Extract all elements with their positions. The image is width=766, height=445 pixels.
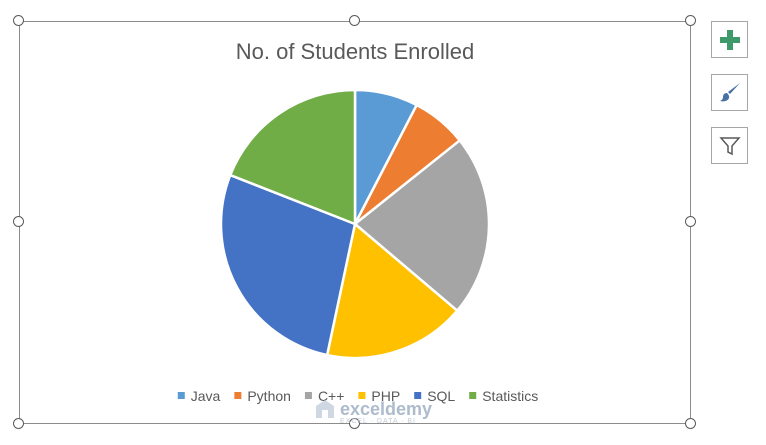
resize-handle-top-left[interactable] xyxy=(13,15,24,26)
legend-swatch xyxy=(469,392,477,399)
paintbrush-icon xyxy=(719,82,740,101)
chart-elements-button[interactable] xyxy=(711,21,748,58)
resize-handle-bottom-left[interactable] xyxy=(13,418,24,429)
chart-filters-button[interactable] xyxy=(711,127,748,164)
watermark-logo-icon xyxy=(316,400,334,418)
filter-icon xyxy=(718,136,741,155)
legend-swatch xyxy=(304,392,312,399)
legend-swatch xyxy=(234,392,242,399)
watermark: exceldemy EXCEL · DATA · BI xyxy=(314,398,433,425)
pie-slice-php[interactable] xyxy=(325,222,459,360)
legend-swatch xyxy=(358,392,366,399)
legend-label: Java xyxy=(191,388,221,404)
resize-handle-middle-left[interactable] xyxy=(13,216,24,227)
pie-slice-sql[interactable] xyxy=(219,173,357,357)
chart-styles-button[interactable] xyxy=(711,74,748,111)
resize-handle-middle-right[interactable] xyxy=(685,216,696,227)
watermark-tagline: EXCEL · DATA · BI xyxy=(340,418,416,425)
resize-handle-bottom-center[interactable] xyxy=(349,418,360,429)
chart-title: No. of Students Enrolled xyxy=(236,39,474,64)
legend-label: PHP xyxy=(371,388,400,404)
resize-handle-bottom-right[interactable] xyxy=(685,418,696,429)
watermark-name: exceldemy xyxy=(340,398,433,419)
resize-handle-top-right[interactable] xyxy=(685,15,696,26)
legend-label: Python xyxy=(247,388,291,404)
resize-handle-top-center[interactable] xyxy=(349,15,360,26)
legend-label: Statistics xyxy=(482,388,538,404)
pie-slices xyxy=(219,88,491,360)
pie-slice-c[interactable] xyxy=(353,139,491,312)
legend: Java Python C++ PHP SQL Statistics xyxy=(177,388,538,404)
legend-swatch xyxy=(414,392,422,399)
legend-label: SQL xyxy=(427,388,455,404)
legend-label: C++ xyxy=(318,388,344,404)
plus-icon xyxy=(719,29,740,50)
legend-swatch xyxy=(177,392,185,399)
pie-slice-statistics[interactable] xyxy=(229,88,357,226)
